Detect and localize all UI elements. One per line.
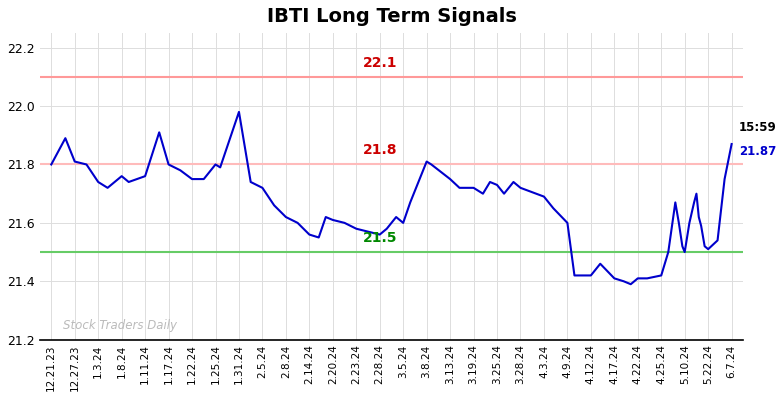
Text: 21.5: 21.5 (362, 231, 397, 245)
Text: 22.1: 22.1 (362, 56, 397, 70)
Text: 15:59: 15:59 (739, 121, 776, 134)
Text: 21.8: 21.8 (362, 143, 397, 157)
Title: IBTI Long Term Signals: IBTI Long Term Signals (267, 7, 517, 26)
Text: 21.87: 21.87 (739, 146, 776, 158)
Text: Stock Traders Daily: Stock Traders Daily (63, 319, 177, 332)
